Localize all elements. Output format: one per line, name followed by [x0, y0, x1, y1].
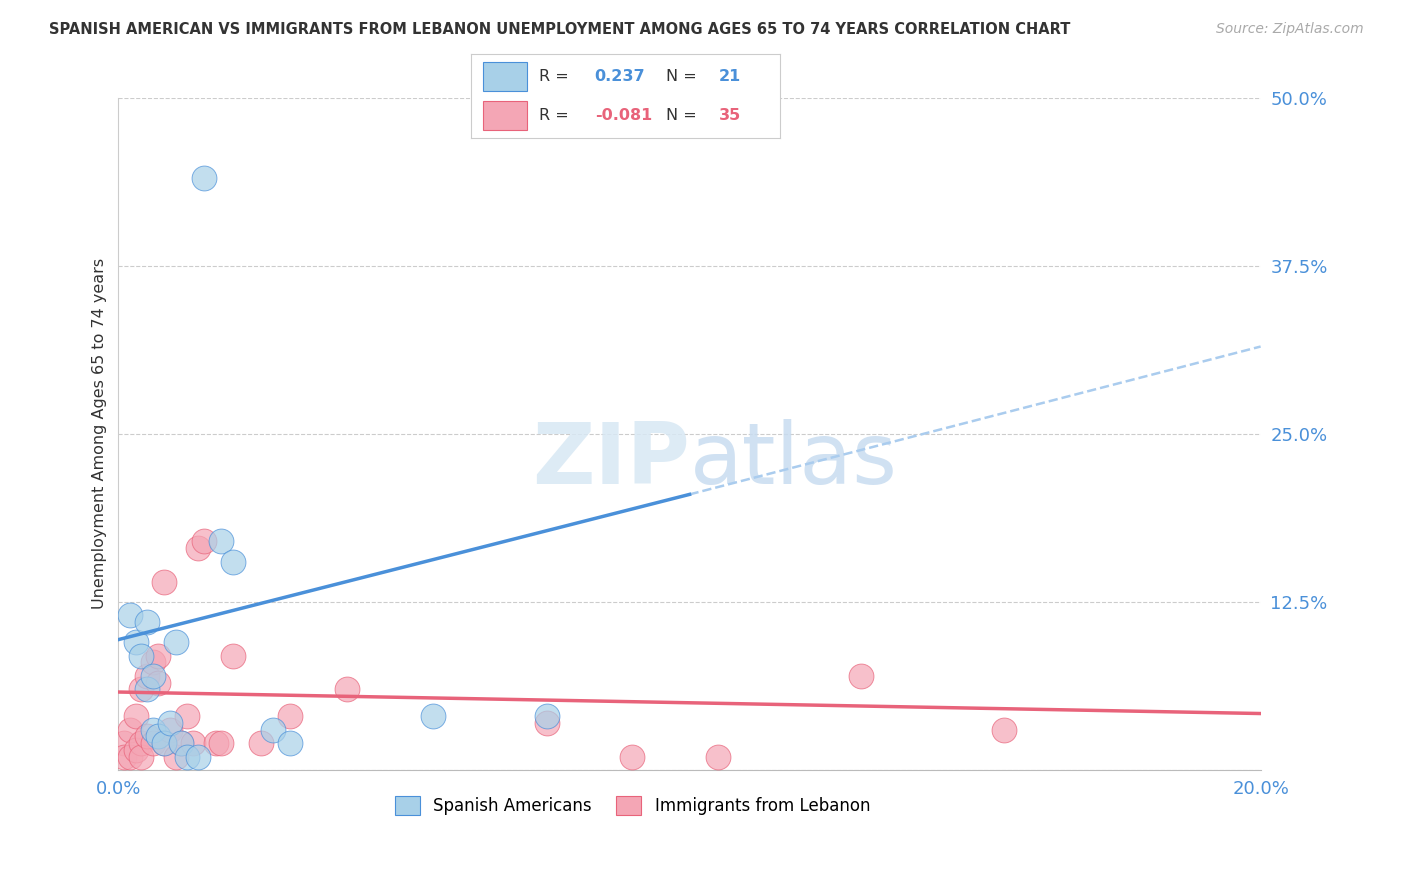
Point [136, 730, 159, 744]
Text: 21: 21 [718, 69, 741, 84]
Point [124, 709, 146, 723]
Point [129, 736, 152, 750]
Point [118, 723, 141, 737]
Point [159, 723, 181, 737]
Point [136, 615, 159, 629]
Point [170, 736, 193, 750]
Point [209, 736, 232, 750]
Point [148, 675, 170, 690]
Point [193, 171, 215, 186]
Point [193, 534, 215, 549]
Text: 35: 35 [718, 108, 741, 123]
Point [204, 736, 226, 750]
Point [993, 723, 1015, 737]
Point [129, 648, 152, 663]
Point [136, 669, 159, 683]
Point [262, 723, 284, 737]
Point [153, 736, 176, 750]
Point [165, 749, 187, 764]
Point [336, 682, 359, 697]
Point [153, 574, 176, 589]
Text: SPANISH AMERICAN VS IMMIGRANTS FROM LEBANON UNEMPLOYMENT AMONG AGES 65 TO 74 YEA: SPANISH AMERICAN VS IMMIGRANTS FROM LEBA… [49, 22, 1070, 37]
Point [118, 608, 141, 623]
Text: atlas: atlas [689, 419, 897, 502]
Text: N =: N = [666, 69, 702, 84]
Point [159, 715, 181, 730]
Point [176, 749, 198, 764]
Point [136, 682, 159, 697]
Point [170, 736, 193, 750]
Point [148, 648, 170, 663]
Legend: Spanish Americans, Immigrants from Lebanon: Spanish Americans, Immigrants from Leban… [388, 789, 877, 822]
Point [176, 709, 198, 723]
FancyBboxPatch shape [484, 101, 527, 130]
Text: -0.081: -0.081 [595, 108, 652, 123]
Point [142, 736, 165, 750]
Point [124, 743, 146, 757]
Point [142, 656, 165, 670]
Point [422, 709, 444, 723]
Point [278, 709, 301, 723]
Point [187, 749, 209, 764]
Point [536, 715, 558, 730]
FancyBboxPatch shape [484, 62, 527, 91]
Text: 0.237: 0.237 [595, 69, 645, 84]
Point [129, 682, 152, 697]
Point [153, 736, 176, 750]
Point [165, 635, 187, 649]
Point [142, 723, 165, 737]
Point [118, 749, 141, 764]
Point [536, 709, 558, 723]
Point [112, 736, 135, 750]
Point [278, 736, 301, 750]
Text: Source: ZipAtlas.com: Source: ZipAtlas.com [1216, 22, 1364, 37]
Point [142, 669, 165, 683]
Text: R =: R = [538, 108, 574, 123]
Point [209, 534, 232, 549]
Point [621, 749, 644, 764]
Point [181, 736, 204, 750]
Point [221, 648, 243, 663]
Point [250, 736, 273, 750]
Text: ZIP: ZIP [531, 419, 689, 502]
Point [707, 749, 730, 764]
Point [112, 749, 135, 764]
Y-axis label: Unemployment Among Ages 65 to 74 years: Unemployment Among Ages 65 to 74 years [93, 259, 107, 609]
Point [129, 749, 152, 764]
Point [221, 555, 243, 569]
Point [187, 541, 209, 556]
Point [148, 730, 170, 744]
Text: N =: N = [666, 108, 702, 123]
Text: R =: R = [538, 69, 574, 84]
Point [124, 635, 146, 649]
Point [849, 669, 872, 683]
